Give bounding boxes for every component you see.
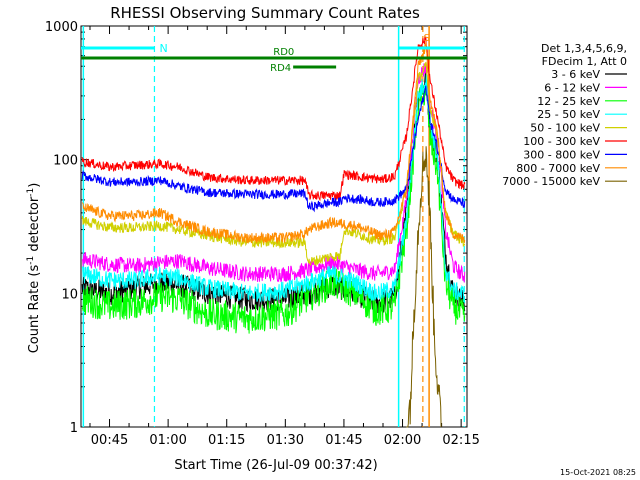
series-line bbox=[81, 41, 466, 245]
rd-bar-label: RD0 bbox=[273, 47, 294, 58]
legend-header-line-1: Det 1,3,4,5,6,9, bbox=[541, 42, 627, 55]
legend-label: 12 - 25 keV bbox=[537, 95, 600, 108]
series-line bbox=[81, 63, 466, 283]
series-line bbox=[81, 74, 466, 304]
legend-header-line-2: FDecim 1, Att 0 bbox=[542, 55, 627, 68]
chart-title: RHESSI Observing Summary Count Rates bbox=[110, 4, 420, 22]
x-tick-label: 02:00 bbox=[384, 433, 421, 448]
legend-label: 3 - 6 keV bbox=[551, 68, 600, 81]
flare-marker-label: S bbox=[424, 33, 430, 44]
series-line bbox=[81, 80, 466, 334]
series-line bbox=[81, 35, 466, 202]
y-tick-label: 100 bbox=[53, 154, 78, 169]
legend-label: 300 - 800 keV bbox=[523, 148, 600, 161]
legend-label: 800 - 7000 keV bbox=[516, 162, 600, 175]
series-line bbox=[406, 146, 442, 428]
series-line bbox=[81, 85, 466, 213]
plot-area: 1 10 100 1000 00:45 01:00 01:15 01:30 01:45 02:00… bbox=[45, 20, 480, 448]
x-tick-label: 02:15 bbox=[442, 433, 479, 448]
y-axis-label: Count Rate (s-1 detector-1) bbox=[26, 183, 42, 354]
legend-label: 25 - 50 keV bbox=[537, 108, 600, 121]
x-tick-label: 00:45 bbox=[91, 433, 128, 448]
legend-label: 50 - 100 keV bbox=[530, 122, 600, 135]
x-axis-label: Start Time (26-Jul-09 00:37:42) bbox=[174, 458, 377, 473]
x-tick-label: 01:15 bbox=[208, 433, 245, 448]
svg-text:Count Rate (s-1 detector-1): Count Rate (s-1 detector-1) bbox=[26, 183, 42, 354]
x-tick-label: 01:45 bbox=[325, 433, 362, 448]
x-tick-label: 01:00 bbox=[149, 433, 186, 448]
x-tick-label: 01:30 bbox=[267, 433, 304, 448]
y-tick-label: 10 bbox=[61, 287, 78, 302]
rd-bar-label: RD4 bbox=[270, 63, 291, 74]
legend-label: 7000 - 15000 keV bbox=[502, 175, 600, 188]
y-tick-label: 1000 bbox=[45, 20, 78, 35]
legend-label: 6 - 12 keV bbox=[544, 81, 600, 94]
saa-bar-label: N bbox=[159, 42, 167, 55]
plot-frame bbox=[80, 25, 468, 428]
footer-timestamp: 15-Oct-2021 08:25 bbox=[560, 468, 636, 477]
y-tick-label: 1 bbox=[70, 421, 78, 436]
legend-label: 100 - 300 keV bbox=[523, 135, 600, 148]
